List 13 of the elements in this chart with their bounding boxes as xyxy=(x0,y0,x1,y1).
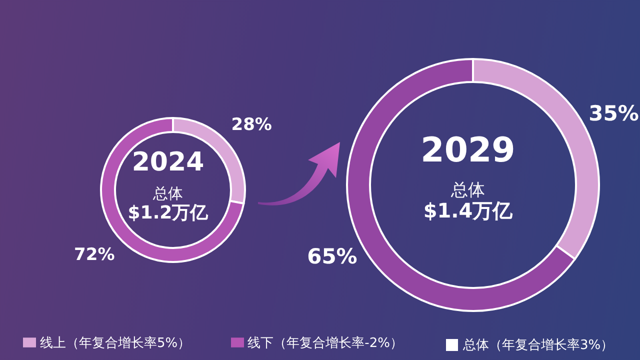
text: 2029 xyxy=(420,130,516,170)
data-label: 35% xyxy=(588,101,639,126)
text: 总体（年复合增长率3%） xyxy=(462,337,614,354)
data-label: 28% xyxy=(231,114,272,135)
legend-label: 线下（年复合增长率-2%） xyxy=(248,336,403,351)
text: 总体 xyxy=(152,184,183,202)
data-label: 65% xyxy=(307,244,358,269)
text: 总体 xyxy=(450,180,485,200)
text: $1.2万亿 xyxy=(128,202,210,224)
text: 2024 xyxy=(132,148,204,178)
legend-label: 线上（年复合增长率5%） xyxy=(40,336,191,351)
text: $1.4万亿 xyxy=(423,198,514,222)
data-label: 72% xyxy=(74,245,115,266)
